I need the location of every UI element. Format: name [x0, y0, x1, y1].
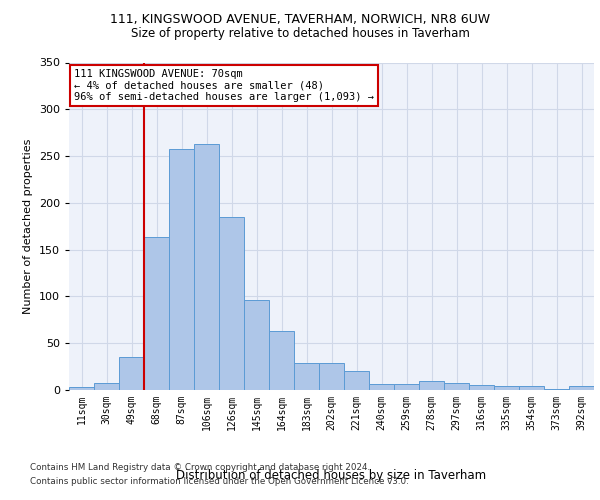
Bar [469, 386, 494, 390]
Bar [319, 363, 344, 390]
Bar [119, 357, 144, 390]
Bar [494, 386, 519, 390]
Text: 111 KINGSWOOD AVENUE: 70sqm
← 4% of detached houses are smaller (48)
96% of semi: 111 KINGSWOOD AVENUE: 70sqm ← 4% of deta… [74, 69, 374, 102]
Bar [169, 148, 194, 390]
Bar [519, 386, 544, 390]
Bar [69, 387, 94, 390]
Bar [219, 217, 244, 390]
Bar [394, 384, 419, 390]
Bar [94, 382, 119, 390]
Bar [444, 384, 469, 390]
Bar [369, 384, 394, 390]
Y-axis label: Number of detached properties: Number of detached properties [23, 138, 33, 314]
Bar [244, 300, 269, 390]
Bar [569, 386, 594, 390]
Text: 111, KINGSWOOD AVENUE, TAVERHAM, NORWICH, NR8 6UW: 111, KINGSWOOD AVENUE, TAVERHAM, NORWICH… [110, 12, 490, 26]
X-axis label: Distribution of detached houses by size in Taverham: Distribution of detached houses by size … [176, 469, 487, 482]
Text: Size of property relative to detached houses in Taverham: Size of property relative to detached ho… [131, 28, 469, 40]
Bar [194, 144, 219, 390]
Text: Contains public sector information licensed under the Open Government Licence v3: Contains public sector information licen… [30, 477, 409, 486]
Bar [419, 380, 444, 390]
Bar [544, 389, 569, 390]
Bar [144, 238, 169, 390]
Text: Contains HM Land Registry data © Crown copyright and database right 2024.: Contains HM Land Registry data © Crown c… [30, 464, 370, 472]
Bar [294, 363, 319, 390]
Bar [269, 331, 294, 390]
Bar [344, 372, 369, 390]
